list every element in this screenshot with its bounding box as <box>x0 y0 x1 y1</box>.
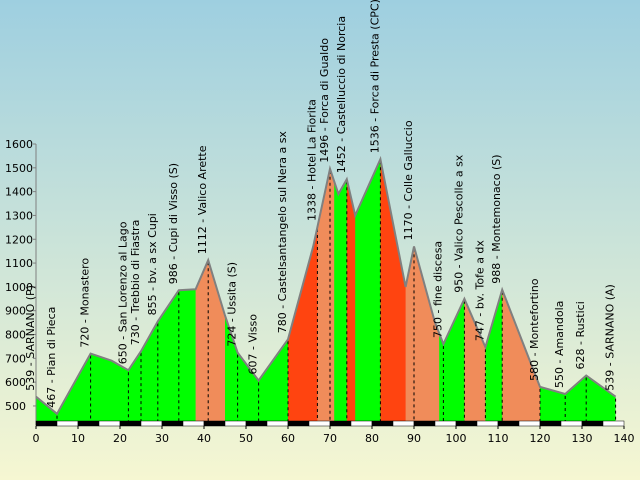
y-tick-label: 1600 <box>5 138 33 151</box>
waypoint-label: 780 - Castelsantangelo sul Nera a sx <box>276 131 289 334</box>
x-tick-label: 50 <box>239 432 253 445</box>
waypoint-label: 539 - SARNANO (A) <box>604 284 617 391</box>
x-scale-bar-segment <box>476 420 499 427</box>
x-scale-bar-segment <box>287 420 310 427</box>
x-scale-bar-segment <box>245 420 268 427</box>
x-scale-bar-segment <box>602 420 625 427</box>
waypoint-label: 730 - Trebbio di Fiastra <box>129 220 142 346</box>
waypoint-label: 1452 - Castelluccio di Norcia <box>335 16 348 173</box>
waypoint-label: 539 - SARNANO (P) <box>24 285 37 391</box>
waypoint-label: 1112 - Valico Arette <box>196 145 209 254</box>
y-tick-label: 1200 <box>5 233 33 246</box>
x-scale-bar-segment <box>266 420 289 427</box>
waypoint-label: 855 - bv. a sx Cupi <box>146 213 159 315</box>
waypoint-label: 747 - bv. Tofe a dx <box>473 240 486 342</box>
y-tick-label: 1000 <box>5 281 33 294</box>
waypoint-label: 650 - San Lorenzo al Lago <box>116 221 129 364</box>
x-scale-bar-segment <box>140 420 163 427</box>
x-scale-bar-segment <box>518 420 541 427</box>
x-axis: 0 10 20 30 40 50 60 70 80 90 100 110 120 130 140 <box>33 420 635 445</box>
x-scale-bar-segment <box>560 420 583 427</box>
waypoint-label: 607 - Visso <box>247 314 260 375</box>
x-scale-bar-segment <box>392 420 415 427</box>
x-scale-bar-segment <box>350 420 373 427</box>
y-tick-label: 900 <box>5 305 26 318</box>
waypoint-label: 1496 - Forca di Gualdo <box>318 38 331 163</box>
x-scale-bar-segment <box>455 420 478 427</box>
x-tick-label: 20 <box>113 432 127 445</box>
x-scale-bar-segment <box>35 420 58 427</box>
y-tick-label: 1300 <box>5 209 33 222</box>
x-scale-bar-segment <box>413 420 436 427</box>
x-tick-label: 140 <box>614 432 635 445</box>
x-tick-label: 120 <box>530 432 551 445</box>
waypoint-label: 750 - fine discesa <box>431 241 444 338</box>
y-tick-label: 600 <box>5 376 26 389</box>
x-scale-bar-segment <box>119 420 142 427</box>
x-scale-bar-segment <box>161 420 184 427</box>
x-scale-bar-segment <box>56 420 79 427</box>
waypoint-label: 724 - Ussita (S) <box>226 262 239 347</box>
x-tick-label: 60 <box>281 432 295 445</box>
x-tick-label: 90 <box>407 432 421 445</box>
waypoint-label: 580 - Montefortino <box>528 278 541 381</box>
x-tick-label: 70 <box>323 432 337 445</box>
y-tick-label: 1400 <box>5 186 33 199</box>
waypoint-markers <box>35 161 617 425</box>
grade-segment-flat <box>334 159 348 425</box>
x-scale-bar-segment <box>308 420 331 427</box>
x-scale-bar-segment <box>182 420 205 427</box>
grade-segment-steep <box>346 159 356 425</box>
y-tick-label: 1500 <box>5 162 33 175</box>
waypoint-label: 467 - Pian di Pieca <box>45 307 58 408</box>
waypoint-label: 628 - Rustici <box>574 301 587 369</box>
x-scale-bar-segment <box>497 420 520 427</box>
waypoint-label: 986 - Cupi di Visso (S) <box>167 163 180 284</box>
x-tick-label: 10 <box>71 432 85 445</box>
x-scale-bar-segment <box>224 420 247 427</box>
x-tick-label: 110 <box>488 432 509 445</box>
x-tick-label: 30 <box>155 432 169 445</box>
x-tick-label: 0 <box>33 432 40 445</box>
y-tick-label: 800 <box>5 329 26 342</box>
y-tick-label: 700 <box>5 352 26 365</box>
waypoint-label: 1536 - Forca di Presta (CPC) <box>368 0 381 153</box>
x-scale-bar-segment <box>329 420 352 427</box>
x-tick-label: 40 <box>197 432 211 445</box>
x-scale-bar-segment <box>203 420 226 427</box>
x-tick-label: 80 <box>365 432 379 445</box>
x-tick-label: 100 <box>446 432 467 445</box>
x-scale-bar-segment <box>371 420 394 427</box>
waypoint-labels: 539 - SARNANO (P) 467 - Pian di Pieca 720 … <box>24 0 617 408</box>
y-tick-label: 1100 <box>5 257 33 270</box>
waypoint-label: 1338 - Hotel La Fiorita <box>305 99 318 221</box>
profile-outline <box>35 155 617 416</box>
y-axis: 500 600 700 800 900 1000 1100 1200 1300 1400 1500 1… <box>5 138 37 425</box>
waypoint-label: 1170 - Colle Galluccio <box>402 120 415 240</box>
x-tick-label: 130 <box>572 432 593 445</box>
x-scale-bar-segment <box>434 420 457 427</box>
x-scale-bar-segment <box>581 420 604 427</box>
waypoint-label: 988 - Montemonaco (S) <box>490 154 503 283</box>
x-scale-bar-segment <box>77 420 100 427</box>
waypoint-label: 950 - Valico Pescolle a sx <box>452 154 465 293</box>
y-tick-label: 500 <box>5 400 26 413</box>
x-scale-bar-segment <box>539 420 562 427</box>
waypoint-label: 720 - Monastero <box>79 258 92 348</box>
waypoint-label: 550 - Amandola <box>553 301 566 388</box>
x-scale-bar-segment <box>98 420 121 427</box>
